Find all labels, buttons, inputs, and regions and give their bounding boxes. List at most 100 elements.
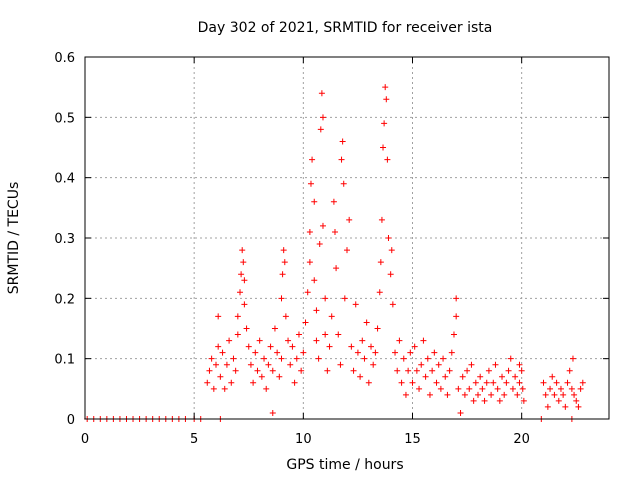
data-point [431, 349, 438, 356]
x-tick-label: 15 [404, 432, 421, 447]
data-point [420, 337, 427, 344]
data-point [376, 289, 383, 296]
data-point [566, 367, 573, 374]
data-point [281, 259, 288, 266]
data-point [289, 343, 296, 350]
data-point [328, 313, 335, 320]
data-point [429, 367, 436, 374]
data-point [316, 241, 323, 248]
data-point [322, 331, 329, 338]
data-point [352, 301, 359, 308]
data-point [509, 385, 516, 392]
data-point [387, 271, 394, 278]
data-point [372, 349, 379, 356]
data-point [516, 379, 523, 386]
data-point [426, 391, 433, 398]
data-point [579, 379, 586, 386]
y-tick-label: 0.5 [54, 111, 75, 126]
data-point [512, 373, 519, 380]
x-axis-title: GPS time / hours [286, 457, 403, 473]
data-point [551, 391, 558, 398]
data-point [479, 385, 486, 392]
data-point [501, 391, 508, 398]
data-point [241, 301, 248, 308]
data-point [409, 379, 416, 386]
data-point [365, 379, 372, 386]
data-point [518, 367, 525, 374]
data-point [279, 271, 286, 278]
data-point [470, 397, 477, 404]
data-point [337, 361, 344, 368]
data-point [542, 391, 549, 398]
data-point [494, 385, 501, 392]
data-point [324, 367, 331, 374]
data-point [455, 385, 462, 392]
data-point [363, 319, 370, 326]
x-tick-label: 0 [81, 432, 89, 447]
data-point [453, 313, 460, 320]
y-tick-label: 0.1 [54, 353, 75, 368]
data-point [238, 271, 245, 278]
data-point [562, 403, 569, 410]
data-point [402, 391, 409, 398]
data-point [571, 391, 578, 398]
data-point [384, 156, 391, 163]
data-point [291, 379, 298, 386]
data-point [461, 391, 468, 398]
data-point [485, 367, 492, 374]
y-tick-labels: 0 0.1 0.2 0.3 0.4 0.5 0.6 [54, 51, 75, 428]
data-point [388, 247, 395, 254]
data-point [340, 180, 347, 187]
data-point [382, 84, 389, 91]
data-point [361, 355, 368, 362]
data-point [311, 277, 318, 284]
data-point [243, 325, 250, 332]
data-point [226, 337, 233, 344]
x-tick-label: 10 [295, 432, 312, 447]
data-point [293, 355, 300, 362]
data-point [208, 355, 215, 362]
data-point [437, 385, 444, 392]
data-point [416, 385, 423, 392]
data-point [357, 373, 364, 380]
data-point [377, 259, 384, 266]
data-point [394, 367, 401, 374]
data-point [256, 337, 263, 344]
data-point [287, 361, 294, 368]
data-point [274, 349, 281, 356]
data-point [405, 367, 412, 374]
data-point [215, 313, 222, 320]
chart-title: Day 302 of 2021, SRMTID for receiver ist… [198, 20, 493, 36]
data-point [385, 235, 392, 241]
data-point [335, 331, 342, 338]
data-point [241, 277, 248, 284]
data-point [331, 228, 338, 235]
data-point [295, 331, 302, 338]
y-tick-label: 0.3 [54, 232, 75, 247]
data-point [520, 397, 527, 404]
data-point [557, 385, 564, 392]
data-point [540, 379, 547, 386]
data-point [267, 343, 274, 350]
data-point [306, 228, 313, 235]
data-point [450, 331, 457, 338]
data-point [309, 156, 316, 163]
data-point [232, 367, 239, 374]
data-point [396, 337, 403, 344]
data-point [492, 361, 499, 368]
data-point [413, 367, 420, 374]
y-axis-title: SRMTID / TECUs [6, 182, 22, 295]
y-tick-label: 0.4 [54, 172, 75, 187]
data-point [359, 337, 366, 344]
data-point [448, 349, 455, 356]
data-point [210, 385, 217, 392]
data-point [354, 349, 361, 356]
data-point [237, 289, 244, 296]
data-point [265, 361, 272, 368]
data-point [398, 379, 405, 386]
data-point [378, 216, 385, 223]
data-point [326, 343, 333, 350]
data-point [322, 295, 329, 302]
data-point [330, 198, 337, 205]
data-point [306, 259, 313, 266]
